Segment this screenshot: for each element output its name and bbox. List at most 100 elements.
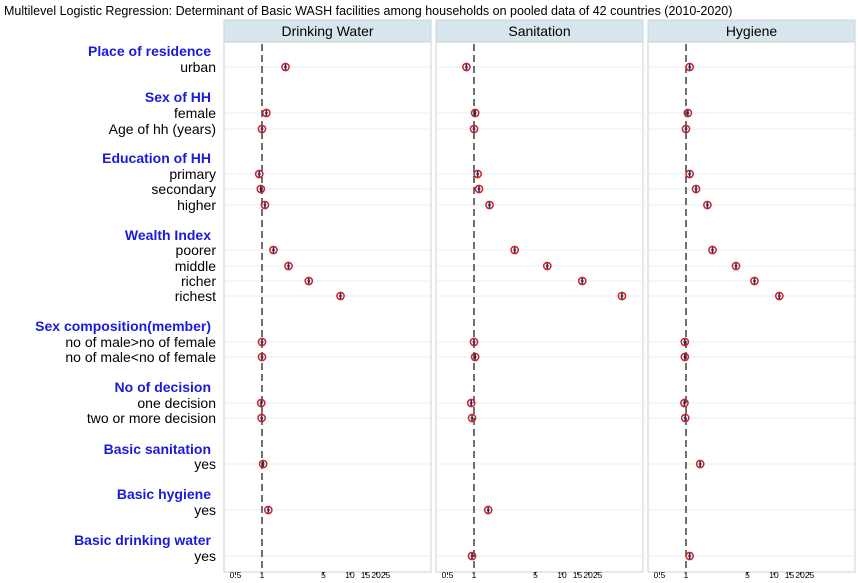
x-tick-label: 0.5: [654, 570, 666, 580]
data-point: [485, 200, 494, 210]
data-point: [284, 261, 293, 271]
data-point: [260, 200, 270, 210]
x-tick-label: 2025: [583, 570, 602, 580]
row-label: poorer: [176, 242, 217, 258]
data-point: [680, 398, 689, 408]
x-tick-label: 2025: [795, 570, 814, 580]
group-label: Place of residence: [88, 43, 211, 59]
x-tick-label: 10: [769, 570, 779, 580]
x-tick-label: 5: [533, 570, 538, 580]
x-tick-label: 15: [785, 570, 795, 580]
row-label: secondary: [151, 181, 216, 197]
data-point: [695, 459, 705, 469]
x-tick-label: 0.5: [230, 570, 242, 580]
panel-plot-area: [223, 41, 432, 573]
group-label: Education of HH: [102, 150, 211, 166]
data-point: [263, 505, 273, 515]
data-point: [257, 413, 266, 423]
group-label: Sex of HH: [145, 89, 211, 105]
data-point: [685, 62, 694, 72]
data-point: [473, 169, 482, 179]
x-tick-label: 1: [260, 570, 265, 580]
data-point: [731, 261, 741, 271]
data-point: [774, 291, 784, 301]
data-point: [685, 169, 694, 179]
row-label: yes: [194, 502, 216, 518]
data-point: [680, 352, 690, 362]
group-label: Wealth Index: [125, 227, 211, 243]
data-point: [256, 184, 266, 194]
chart-title: Multilevel Logistic Regression: Determin…: [4, 4, 732, 18]
data-point: [703, 200, 712, 210]
data-point: [261, 108, 271, 118]
panel-plot-area: [647, 41, 856, 573]
data-point: [257, 124, 267, 134]
data-point: [257, 337, 267, 347]
data-point: [685, 551, 694, 561]
row-label: Age of hh (years): [109, 121, 216, 137]
data-point: [467, 551, 477, 561]
x-tick-label: 10: [557, 570, 567, 580]
panel-plot-area: [435, 41, 644, 573]
data-point: [466, 398, 476, 408]
row-label: yes: [194, 456, 216, 472]
data-point: [256, 398, 266, 408]
row-label: no of male>no of female: [65, 334, 216, 350]
data-point: [257, 352, 267, 362]
row-label: yes: [194, 548, 216, 564]
data-point: [680, 413, 690, 423]
x-tick-label: 0.5: [442, 570, 454, 580]
data-point: [542, 261, 552, 271]
data-point: [681, 124, 691, 134]
row-label: richest: [175, 288, 216, 304]
data-point: [258, 459, 268, 469]
data-point: [269, 245, 278, 255]
x-tick-label: 15: [573, 570, 583, 580]
data-point: [617, 291, 627, 301]
x-tick-label: 10: [345, 570, 355, 580]
x-tick-label: 1: [472, 570, 477, 580]
data-point: [577, 276, 587, 286]
data-point: [680, 337, 690, 347]
group-label: Sex composition(member): [35, 318, 211, 334]
x-tick-label: 2025: [371, 570, 390, 580]
data-point: [462, 62, 471, 72]
data-point: [750, 276, 759, 286]
x-tick-label: 5: [321, 570, 326, 580]
data-point: [470, 352, 480, 362]
panel-title: Sanitation: [508, 23, 570, 39]
panel-title: Hygiene: [726, 23, 778, 39]
data-point: [467, 413, 477, 423]
x-tick-label: 1: [684, 570, 689, 580]
group-label: Basic drinking water: [74, 532, 211, 548]
data-point: [683, 108, 693, 118]
data-point: [336, 291, 345, 301]
group-label: No of decision: [115, 379, 211, 395]
data-point: [304, 276, 314, 286]
data-point: [474, 184, 484, 194]
row-label: two or more decision: [87, 410, 216, 426]
data-point: [469, 124, 479, 134]
row-label: higher: [177, 197, 216, 213]
group-label: Basic sanitation: [104, 441, 211, 457]
row-label: middle: [175, 258, 216, 274]
data-point: [510, 245, 520, 255]
row-label: one decision: [137, 395, 216, 411]
row-label: urban: [180, 59, 216, 75]
x-tick-label: 15: [361, 570, 371, 580]
data-point: [483, 505, 493, 515]
row-label: no of male<no of female: [65, 349, 216, 365]
data-point: [470, 108, 480, 118]
data-point: [469, 337, 479, 347]
row-label: female: [174, 105, 216, 121]
x-tick-label: 5: [745, 570, 750, 580]
data-point: [708, 245, 717, 255]
panel-title: Drinking Water: [281, 23, 373, 39]
data-point: [691, 184, 701, 194]
